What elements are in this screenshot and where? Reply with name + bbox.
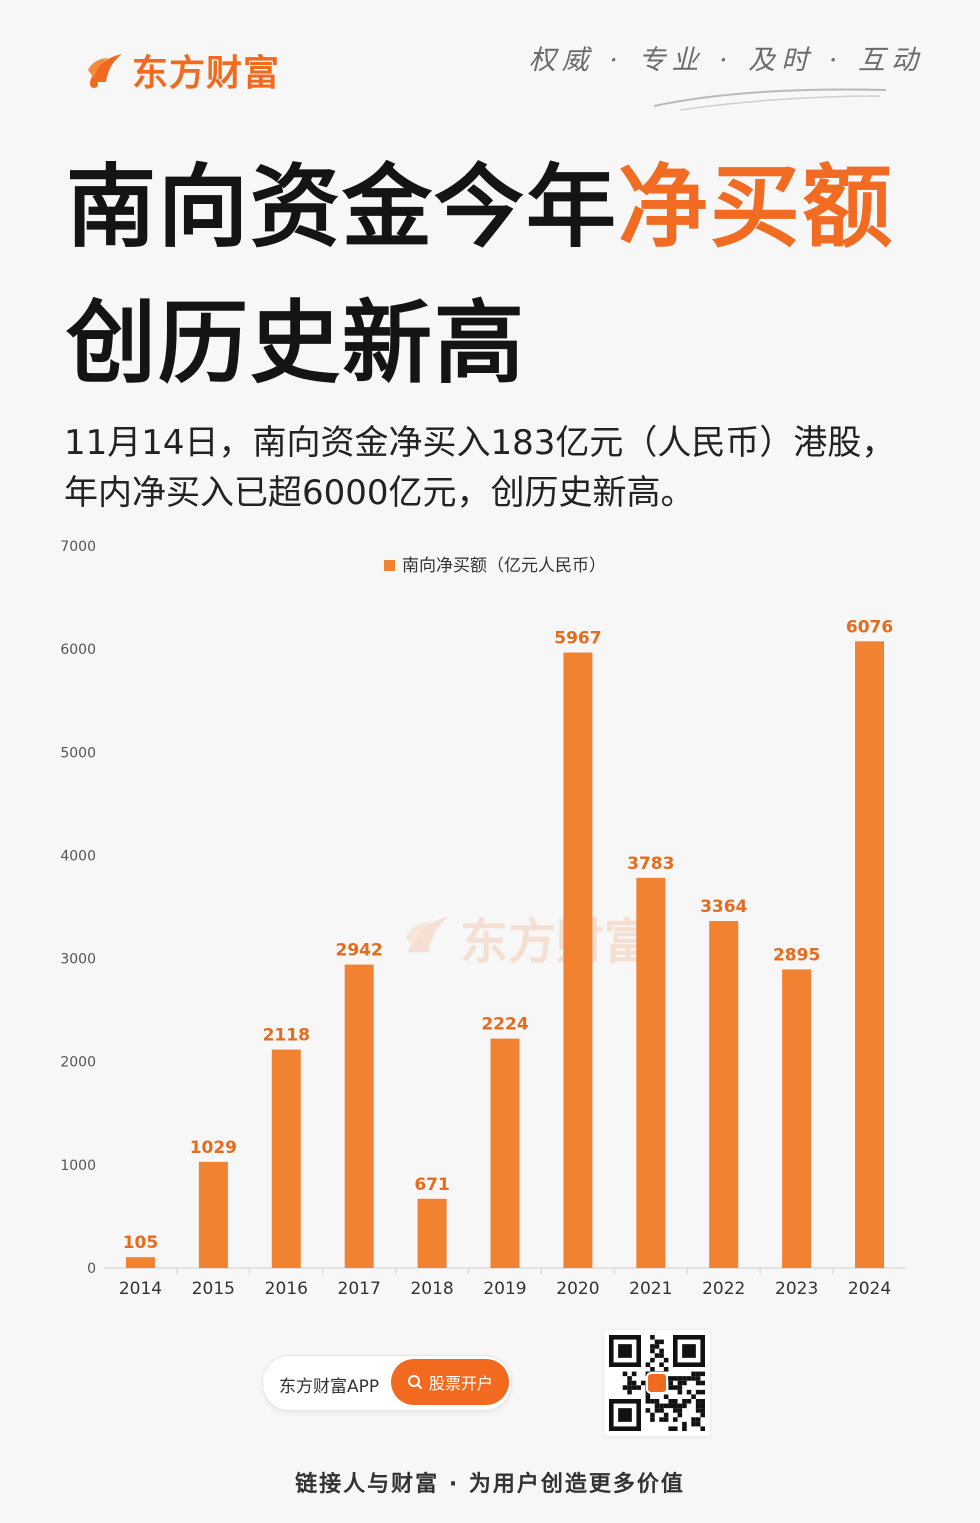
y-tick-label: 2000 (60, 1055, 96, 1071)
x-tick-label: 2016 (265, 1279, 308, 1299)
data-label: 2118 (263, 1026, 310, 1046)
data-label: 6076 (846, 617, 893, 637)
y-tick-label: 0 (87, 1261, 96, 1277)
watermark-logo-icon (405, 916, 449, 953)
legend-swatch (384, 560, 395, 571)
app-name: 东方财富APP (279, 1377, 380, 1397)
bar (417, 1198, 447, 1268)
bar (198, 1161, 228, 1268)
bar (344, 964, 374, 1268)
bar (709, 921, 739, 1268)
qr-code-icon (609, 1335, 705, 1431)
page-title: 南向资金今年净买额 创历史新高 (66, 140, 946, 412)
y-tick-label: 3000 (60, 952, 96, 968)
data-label: 1029 (190, 1138, 237, 1158)
data-label: 3783 (627, 854, 674, 874)
app-download-pill[interactable]: 东方财富APP 股票开户 (262, 1355, 512, 1411)
qr-code (604, 1330, 710, 1436)
subtitle: 11月14日，南向资金净买入183亿元（人民币）港股，年内净买入已超6000亿元… (64, 423, 896, 513)
x-tick-label: 2019 (483, 1279, 526, 1299)
x-tick-label: 2021 (629, 1279, 672, 1299)
watermark-text: 东方财富 (460, 914, 653, 970)
x-tick-label: 2022 (702, 1279, 745, 1299)
bar (782, 969, 812, 1268)
title-part1: 南向资金今年 (66, 155, 618, 260)
data-label: 5967 (554, 629, 601, 649)
flame-logo-icon (88, 54, 122, 88)
data-label: 3364 (700, 897, 747, 917)
bar (636, 877, 666, 1268)
data-label: 105 (123, 1233, 159, 1253)
x-tick-label: 2017 (338, 1279, 381, 1299)
search-icon (407, 1375, 423, 1390)
open-account-label: 股票开户 (428, 1374, 493, 1393)
y-tick-label: 6000 (60, 642, 96, 658)
brand-logo: 东方财富 (82, 44, 280, 96)
x-tick-label: 2023 (775, 1279, 818, 1299)
bar-chart: 0 1000 2000 3000 4000 5000 6000 7000 南向净买额（亿元人民币… (60, 539, 906, 1299)
data-label: 2895 (773, 945, 820, 965)
x-tick-label: 2015 (192, 1279, 235, 1299)
bar (271, 1049, 301, 1268)
y-tick-label: 5000 (60, 745, 96, 761)
watermark: 东方财富 (398, 902, 652, 972)
data-label: 2224 (481, 1015, 528, 1035)
bar (855, 641, 885, 1268)
x-tick-label: 2020 (556, 1279, 599, 1299)
legend-label: 南向净买额（亿元人民币） (402, 556, 606, 576)
y-tick-label: 1000 (60, 1158, 96, 1174)
brand-name: 东方财富 (132, 53, 281, 94)
x-tick-label: 2024 (848, 1279, 891, 1299)
bar (490, 1038, 520, 1268)
footer-tagline: 链接人与财富 · 为用户创造更多价值 (295, 1472, 685, 1497)
y-tick-label: 7000 (60, 539, 96, 555)
slogan-underline (653, 88, 887, 111)
data-label: 671 (414, 1175, 450, 1195)
open-account-button[interactable]: 股票开户 (391, 1359, 509, 1405)
y-tick-label: 4000 (60, 848, 96, 864)
bar (125, 1257, 155, 1268)
x-tick-label: 2018 (410, 1279, 453, 1299)
title-highlight: 净买额 (618, 155, 894, 260)
slogan: 权威 · 专业 · 及时 · 互动 (528, 45, 924, 76)
title-part2: 创历史新高 (66, 291, 526, 396)
bar (563, 652, 593, 1268)
data-label: 2942 (336, 941, 383, 961)
x-tick-label: 2014 (119, 1279, 162, 1299)
